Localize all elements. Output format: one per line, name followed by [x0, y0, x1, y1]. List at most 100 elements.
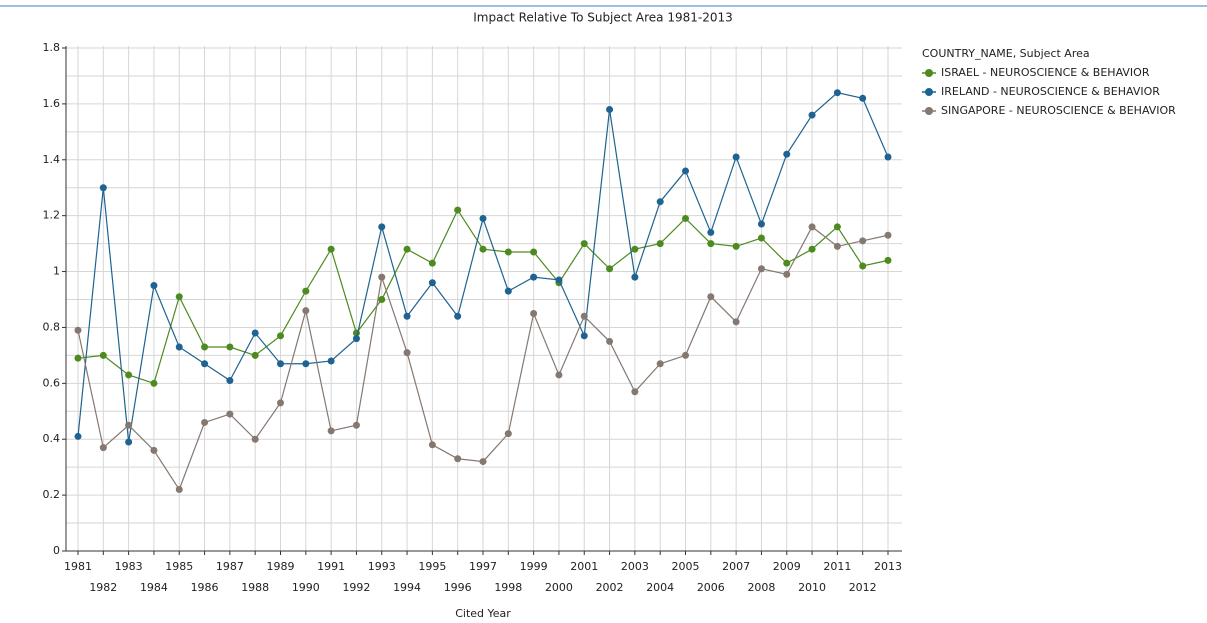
point — [606, 105, 614, 113]
y-tick-label: 0.6 — [43, 376, 61, 389]
point — [504, 248, 512, 256]
point — [859, 237, 867, 245]
x-tick-label: 2011 — [823, 560, 851, 573]
x-tick-label: 2012 — [849, 581, 877, 594]
point — [175, 293, 183, 301]
point — [454, 455, 462, 463]
point — [884, 231, 892, 239]
point — [99, 351, 107, 359]
point — [656, 240, 664, 248]
x-tick-label: 1982 — [89, 581, 117, 594]
point — [74, 326, 82, 334]
y-tick-label: 1.4 — [43, 153, 61, 166]
point — [808, 245, 816, 253]
y-tick-label: 0 — [53, 544, 60, 557]
x-tick-label: 1988 — [241, 581, 269, 594]
x-tick-label: 1995 — [418, 560, 446, 573]
point — [631, 388, 639, 396]
y-tick-label: 1.8 — [43, 41, 61, 54]
point — [732, 242, 740, 250]
x-tick-label: 1992 — [342, 581, 370, 594]
x-tick-label: 2000 — [545, 581, 573, 594]
point — [783, 259, 791, 267]
point — [656, 360, 664, 368]
legend-title: COUNTRY_NAME, Subject Area — [922, 47, 1090, 60]
point — [757, 220, 765, 228]
point — [707, 240, 715, 248]
point — [277, 399, 284, 407]
x-tick-label: 1987 — [216, 560, 244, 573]
point — [352, 421, 360, 429]
x-tick-label: 2001 — [570, 560, 598, 573]
x-tick-label: 2010 — [798, 581, 826, 594]
legend-label: SINGAPORE - NEUROSCIENCE & BEHAVIOR — [941, 104, 1176, 117]
point — [732, 318, 740, 326]
point — [859, 94, 867, 102]
point — [682, 167, 689, 175]
point — [226, 343, 234, 351]
x-tick-label: 1985 — [165, 560, 193, 573]
chart-title: Impact Relative To Subject Area 1981-201… — [473, 11, 732, 25]
point — [707, 293, 715, 301]
point — [352, 335, 360, 343]
point — [530, 273, 538, 281]
point — [428, 259, 436, 267]
point — [859, 262, 867, 270]
point — [682, 214, 689, 222]
point — [302, 287, 310, 295]
y-tick-label: 0.2 — [43, 488, 61, 501]
x-tick-label: 2007 — [722, 560, 750, 573]
point — [833, 242, 841, 250]
point — [251, 351, 259, 359]
point — [99, 184, 107, 192]
point — [99, 444, 107, 452]
legend-swatch — [925, 88, 933, 96]
x-tick-label: 1983 — [115, 560, 143, 573]
legend-swatch — [925, 69, 933, 77]
point — [504, 430, 512, 438]
point — [580, 240, 588, 248]
x-tick-label: 1999 — [520, 560, 548, 573]
point — [884, 153, 892, 161]
point — [150, 379, 158, 387]
point — [732, 153, 740, 161]
x-tick-label: 2009 — [773, 560, 801, 573]
point — [150, 446, 158, 454]
x-tick-label: 2003 — [621, 560, 649, 573]
x-tick-label: 2004 — [646, 581, 674, 594]
point — [150, 282, 158, 290]
point — [783, 150, 791, 158]
x-tick-label: 1998 — [494, 581, 522, 594]
point — [504, 287, 512, 295]
point — [327, 427, 335, 435]
x-tick-label: 2002 — [596, 581, 624, 594]
x-tick-label: 1994 — [393, 581, 421, 594]
y-tick-label: 1.6 — [43, 97, 61, 110]
point — [631, 245, 639, 253]
point — [530, 309, 538, 317]
point — [403, 245, 411, 253]
y-tick-label: 1 — [53, 265, 60, 278]
point — [74, 432, 82, 440]
point — [302, 360, 310, 368]
point — [606, 337, 614, 345]
point — [428, 279, 436, 287]
x-tick-label: 1997 — [469, 560, 497, 573]
point — [74, 354, 82, 362]
point — [555, 276, 563, 284]
point — [175, 486, 183, 494]
point — [125, 371, 133, 379]
point — [201, 343, 209, 351]
point — [682, 351, 689, 359]
point — [631, 273, 639, 281]
y-tick-label: 0.4 — [43, 432, 61, 445]
legend-label: IRELAND - NEUROSCIENCE & BEHAVIOR — [941, 85, 1160, 98]
point — [884, 256, 892, 264]
point — [251, 435, 259, 443]
legend-swatch — [925, 107, 933, 115]
x-tick-label: 2013 — [874, 560, 902, 573]
point — [757, 265, 765, 273]
x-tick-label: 1984 — [140, 581, 168, 594]
point — [403, 312, 411, 320]
